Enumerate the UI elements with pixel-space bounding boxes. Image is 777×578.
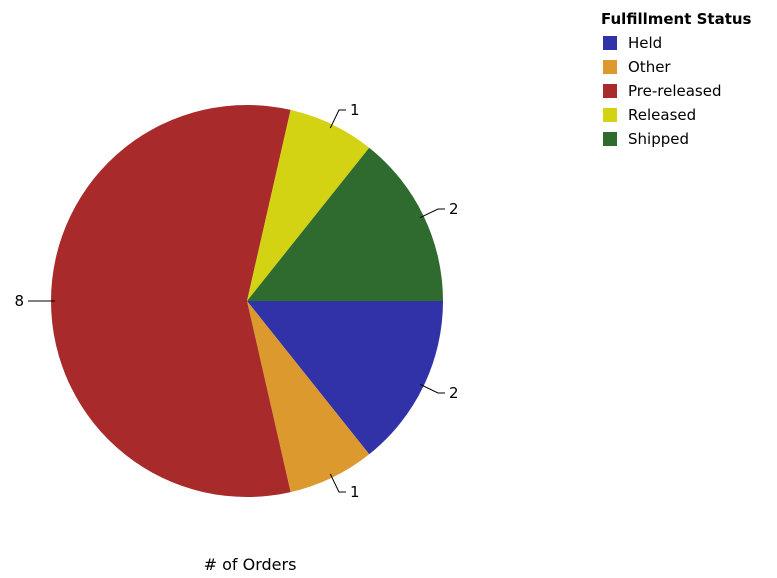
legend-swatch-pre-released [603, 84, 617, 98]
pie-slice-other [247, 301, 370, 493]
data-label-released: 1 [350, 101, 360, 119]
data-label-shipped: 2 [449, 200, 459, 218]
data-label-held: 2 [449, 384, 459, 402]
leader-line-held [419, 383, 446, 394]
pie-slice-held [247, 301, 443, 455]
legend-label-other: Other [628, 58, 671, 76]
legend-swatch-shipped [603, 132, 617, 146]
legend-swatch-other [603, 60, 617, 74]
legend-title: Fulfillment Status [601, 10, 752, 28]
legend-label-released: Released [628, 106, 697, 124]
legend-label-held: Held [628, 34, 663, 52]
legend-swatch-released [603, 108, 617, 122]
pie-slice-released [247, 109, 370, 302]
label-leader-lines [28, 109, 446, 493]
leader-line-other [329, 473, 346, 493]
legend-item-pre-released: Pre-released [601, 79, 751, 103]
legend-label-pre-released: Pre-released [628, 82, 722, 100]
x-axis-label: # of Orders [203, 555, 297, 574]
leader-line-released [329, 109, 346, 129]
legend-item-shipped: Shipped [601, 127, 751, 151]
pie-slice-pre-released [51, 105, 291, 498]
data-labels: 2 1 8 1 2 [14, 101, 458, 501]
pie-slices [51, 105, 443, 498]
legend-item-other: Other [601, 55, 751, 79]
data-label-other: 1 [350, 483, 360, 501]
legend-swatch-held [603, 36, 617, 50]
data-label-pre-released: 8 [14, 292, 24, 310]
legend-label-shipped: Shipped [628, 130, 689, 148]
leader-line-shipped [419, 208, 446, 219]
legend-item-released: Released [601, 103, 751, 127]
pie-slice-shipped [247, 147, 443, 301]
legend-item-held: Held [601, 31, 751, 55]
legend: Fulfillment Status Held Other Pre-releas… [601, 10, 751, 151]
